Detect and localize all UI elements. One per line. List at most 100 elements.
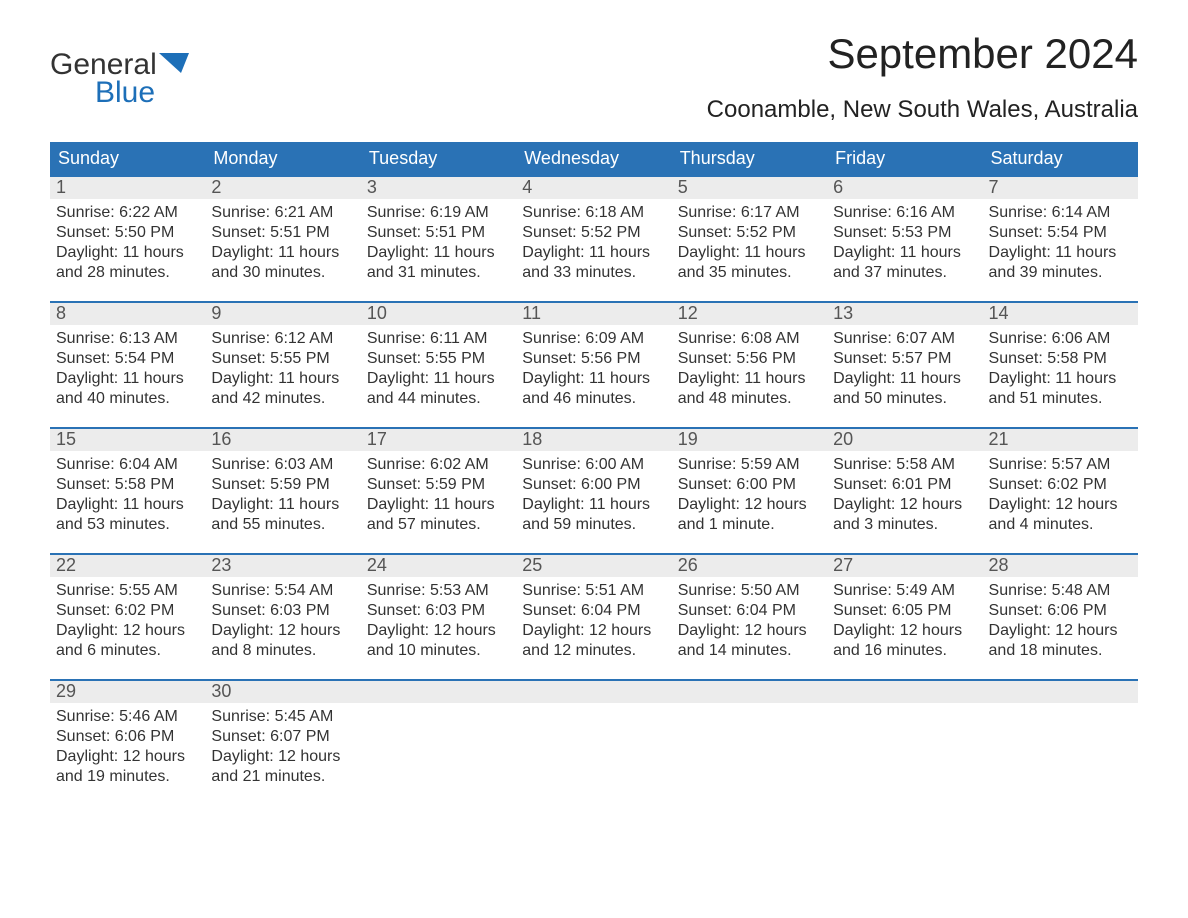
day-number: 20 bbox=[827, 429, 982, 451]
daylight-text: Daylight: 12 hours bbox=[522, 621, 665, 641]
week-row: 1234567Sunrise: 6:22 AMSunset: 5:50 PMDa… bbox=[50, 175, 1138, 287]
daylight-text: and 16 minutes. bbox=[833, 641, 976, 661]
content-row: Sunrise: 6:22 AMSunset: 5:50 PMDaylight:… bbox=[50, 199, 1138, 287]
sunrise-text: Sunrise: 6:08 AM bbox=[678, 329, 821, 349]
daylight-text: and 8 minutes. bbox=[211, 641, 354, 661]
day-cell: Sunrise: 6:19 AMSunset: 5:51 PMDaylight:… bbox=[361, 199, 516, 287]
daylight-text: and 55 minutes. bbox=[211, 515, 354, 535]
day-cell: Sunrise: 6:12 AMSunset: 5:55 PMDaylight:… bbox=[205, 325, 360, 413]
day-number: 11 bbox=[516, 303, 671, 325]
day-cell bbox=[361, 703, 516, 791]
sunset-text: Sunset: 6:01 PM bbox=[833, 475, 976, 495]
sunrise-text: Sunrise: 6:09 AM bbox=[522, 329, 665, 349]
sunrise-text: Sunrise: 6:22 AM bbox=[56, 203, 199, 223]
day-cell bbox=[672, 703, 827, 791]
day-number: 15 bbox=[50, 429, 205, 451]
title-block: September 2024 Coonamble, New South Wale… bbox=[707, 30, 1138, 124]
sunset-text: Sunset: 6:07 PM bbox=[211, 727, 354, 747]
month-title: September 2024 bbox=[707, 30, 1138, 78]
sunrise-text: Sunrise: 5:49 AM bbox=[833, 581, 976, 601]
daylight-text: Daylight: 11 hours bbox=[833, 243, 976, 263]
daylight-text: Daylight: 12 hours bbox=[211, 747, 354, 767]
daylight-text: Daylight: 11 hours bbox=[989, 369, 1132, 389]
day-number: 21 bbox=[983, 429, 1138, 451]
day-cell: Sunrise: 5:51 AMSunset: 6:04 PMDaylight:… bbox=[516, 577, 671, 665]
daylight-text: Daylight: 11 hours bbox=[211, 369, 354, 389]
content-row: Sunrise: 6:04 AMSunset: 5:58 PMDaylight:… bbox=[50, 451, 1138, 539]
daylight-text: Daylight: 11 hours bbox=[367, 243, 510, 263]
day-header-friday: Friday bbox=[827, 142, 982, 175]
sunrise-text: Sunrise: 5:54 AM bbox=[211, 581, 354, 601]
sunset-text: Sunset: 6:03 PM bbox=[211, 601, 354, 621]
day-cell: Sunrise: 6:13 AMSunset: 5:54 PMDaylight:… bbox=[50, 325, 205, 413]
day-number: 6 bbox=[827, 177, 982, 199]
sunset-text: Sunset: 6:06 PM bbox=[56, 727, 199, 747]
daylight-text: Daylight: 11 hours bbox=[833, 369, 976, 389]
sunrise-text: Sunrise: 6:21 AM bbox=[211, 203, 354, 223]
day-number bbox=[983, 681, 1138, 703]
daylight-text: Daylight: 11 hours bbox=[56, 369, 199, 389]
sunset-text: Sunset: 5:59 PM bbox=[211, 475, 354, 495]
day-cell: Sunrise: 5:53 AMSunset: 6:03 PMDaylight:… bbox=[361, 577, 516, 665]
day-cell: Sunrise: 5:58 AMSunset: 6:01 PMDaylight:… bbox=[827, 451, 982, 539]
day-cell: Sunrise: 6:11 AMSunset: 5:55 PMDaylight:… bbox=[361, 325, 516, 413]
day-cell bbox=[983, 703, 1138, 791]
daylight-text: Daylight: 11 hours bbox=[211, 495, 354, 515]
sunset-text: Sunset: 5:55 PM bbox=[367, 349, 510, 369]
day-number: 3 bbox=[361, 177, 516, 199]
day-cell: Sunrise: 5:50 AMSunset: 6:04 PMDaylight:… bbox=[672, 577, 827, 665]
day-cell: Sunrise: 5:45 AMSunset: 6:07 PMDaylight:… bbox=[205, 703, 360, 791]
daylight-text: Daylight: 11 hours bbox=[522, 495, 665, 515]
day-number bbox=[672, 681, 827, 703]
day-header-thursday: Thursday bbox=[672, 142, 827, 175]
sunrise-text: Sunrise: 6:00 AM bbox=[522, 455, 665, 475]
sunset-text: Sunset: 6:02 PM bbox=[56, 601, 199, 621]
daylight-text: and 51 minutes. bbox=[989, 389, 1132, 409]
sunrise-text: Sunrise: 6:18 AM bbox=[522, 203, 665, 223]
day-cell: Sunrise: 6:07 AMSunset: 5:57 PMDaylight:… bbox=[827, 325, 982, 413]
day-cell: Sunrise: 6:16 AMSunset: 5:53 PMDaylight:… bbox=[827, 199, 982, 287]
daylight-text: Daylight: 12 hours bbox=[989, 621, 1132, 641]
day-number: 19 bbox=[672, 429, 827, 451]
daylight-text: and 4 minutes. bbox=[989, 515, 1132, 535]
daylight-text: and 3 minutes. bbox=[833, 515, 976, 535]
sunset-text: Sunset: 5:53 PM bbox=[833, 223, 976, 243]
sunset-text: Sunset: 5:51 PM bbox=[367, 223, 510, 243]
daylight-text: Daylight: 11 hours bbox=[367, 495, 510, 515]
daylight-text: Daylight: 12 hours bbox=[833, 495, 976, 515]
day-cell: Sunrise: 6:21 AMSunset: 5:51 PMDaylight:… bbox=[205, 199, 360, 287]
sunset-text: Sunset: 5:58 PM bbox=[56, 475, 199, 495]
location-text: Coonamble, New South Wales, Australia bbox=[707, 96, 1138, 124]
day-number: 30 bbox=[205, 681, 360, 703]
daylight-text: Daylight: 12 hours bbox=[678, 495, 821, 515]
day-cell: Sunrise: 6:08 AMSunset: 5:56 PMDaylight:… bbox=[672, 325, 827, 413]
sunset-text: Sunset: 5:51 PM bbox=[211, 223, 354, 243]
daylight-text: and 46 minutes. bbox=[522, 389, 665, 409]
brand-part2: Blue bbox=[95, 76, 155, 110]
daylight-text: and 33 minutes. bbox=[522, 263, 665, 283]
day-number: 13 bbox=[827, 303, 982, 325]
flag-icon bbox=[159, 53, 189, 78]
day-cell: Sunrise: 6:17 AMSunset: 5:52 PMDaylight:… bbox=[672, 199, 827, 287]
daylight-text: and 59 minutes. bbox=[522, 515, 665, 535]
content-row: Sunrise: 5:46 AMSunset: 6:06 PMDaylight:… bbox=[50, 703, 1138, 791]
daylight-text: and 6 minutes. bbox=[56, 641, 199, 661]
sunrise-text: Sunrise: 6:16 AM bbox=[833, 203, 976, 223]
sunrise-text: Sunrise: 5:58 AM bbox=[833, 455, 976, 475]
day-cell: Sunrise: 5:49 AMSunset: 6:05 PMDaylight:… bbox=[827, 577, 982, 665]
day-cell: Sunrise: 6:00 AMSunset: 6:00 PMDaylight:… bbox=[516, 451, 671, 539]
sunset-text: Sunset: 6:02 PM bbox=[989, 475, 1132, 495]
day-header-row: Sunday Monday Tuesday Wednesday Thursday… bbox=[50, 142, 1138, 175]
daylight-text: Daylight: 12 hours bbox=[211, 621, 354, 641]
day-cell: Sunrise: 5:48 AMSunset: 6:06 PMDaylight:… bbox=[983, 577, 1138, 665]
brand-logo: General Blue bbox=[50, 48, 189, 110]
daylight-text: Daylight: 11 hours bbox=[56, 243, 199, 263]
sunrise-text: Sunrise: 6:06 AM bbox=[989, 329, 1132, 349]
daylight-text: Daylight: 11 hours bbox=[989, 243, 1132, 263]
sunset-text: Sunset: 5:54 PM bbox=[56, 349, 199, 369]
day-cell: Sunrise: 6:06 AMSunset: 5:58 PMDaylight:… bbox=[983, 325, 1138, 413]
sunrise-text: Sunrise: 5:48 AM bbox=[989, 581, 1132, 601]
day-number: 2 bbox=[205, 177, 360, 199]
daynum-row: 15161718192021 bbox=[50, 429, 1138, 451]
daylight-text: and 44 minutes. bbox=[367, 389, 510, 409]
